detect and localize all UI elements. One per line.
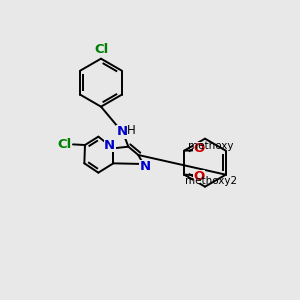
Text: O: O	[193, 170, 204, 183]
Text: O: O	[193, 142, 204, 155]
Text: methoxy2: methoxy2	[185, 176, 237, 186]
Text: methoxy: methoxy	[188, 142, 234, 152]
Text: Cl: Cl	[95, 43, 109, 56]
Text: Cl: Cl	[58, 138, 72, 151]
Text: N: N	[139, 160, 150, 173]
Text: N: N	[104, 139, 115, 152]
Text: H: H	[128, 124, 136, 137]
Text: N: N	[116, 125, 128, 138]
